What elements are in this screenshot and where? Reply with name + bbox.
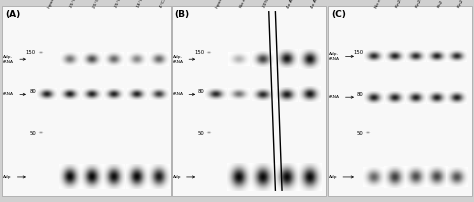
Text: 150: 150 — [353, 50, 363, 55]
Text: 25°C, 2 h: 25°C, 2 h — [70, 0, 82, 9]
Text: tRNA: tRNA — [329, 95, 354, 99]
Text: Rn2tr KO: Rn2tr KO — [395, 0, 407, 9]
Bar — [2, 6, 171, 196]
Text: (A): (A) — [5, 10, 20, 19]
Text: Adp: Adp — [3, 175, 25, 179]
Text: 50: 50 — [29, 131, 36, 136]
Text: 16°C, 24 h: 16°C, 24 h — [137, 0, 150, 9]
Text: (C): (C) — [331, 10, 346, 19]
Text: 50: 50 — [356, 131, 363, 136]
Bar — [328, 6, 472, 196]
Text: No enzyme: No enzyme — [374, 0, 388, 9]
Text: 80: 80 — [29, 89, 36, 94]
Text: 25°C, 24 h: 25°C, 24 h — [114, 0, 128, 9]
Text: tRNA: tRNA — [3, 92, 26, 96]
Text: 4°C, 24 h: 4°C, 24 h — [159, 0, 171, 9]
Text: Adp-
tRNA: Adp- tRNA — [3, 55, 26, 63]
Text: Rn2 + l1N: Rn2 + l1N — [457, 0, 470, 9]
Text: 80: 80 — [198, 89, 204, 94]
Text: Rn2: Rn2 — [437, 0, 444, 9]
Text: Rn2tr KO + l1N: Rn2tr KO + l1N — [416, 0, 433, 9]
Text: 50: 50 — [198, 131, 204, 136]
Text: Adp-
tRNA: Adp- tRNA — [329, 52, 354, 61]
Bar — [172, 6, 326, 196]
Text: 150: 150 — [194, 50, 204, 55]
Text: No additive: No additive — [239, 0, 253, 9]
Text: 25°C, 2 h + rSAp: 25°C, 2 h + rSAp — [92, 0, 111, 9]
Text: 80: 80 — [356, 92, 363, 97]
Text: 150: 150 — [26, 50, 36, 55]
Text: 4x Adp: 4x Adp — [286, 0, 296, 9]
Text: Input: Input — [215, 0, 224, 9]
Text: 20% DMSO: 20% DMSO — [263, 0, 276, 9]
Text: Adp-
tRNA: Adp- tRNA — [173, 55, 195, 63]
Text: (B): (B) — [174, 10, 190, 19]
Text: Input: Input — [47, 0, 56, 9]
Text: tRNA: tRNA — [173, 92, 195, 96]
Text: 4x Adp, 20% DMSO: 4x Adp, 20% DMSO — [310, 0, 331, 9]
Text: Adp: Adp — [329, 175, 354, 179]
Text: Adp: Adp — [173, 175, 194, 179]
